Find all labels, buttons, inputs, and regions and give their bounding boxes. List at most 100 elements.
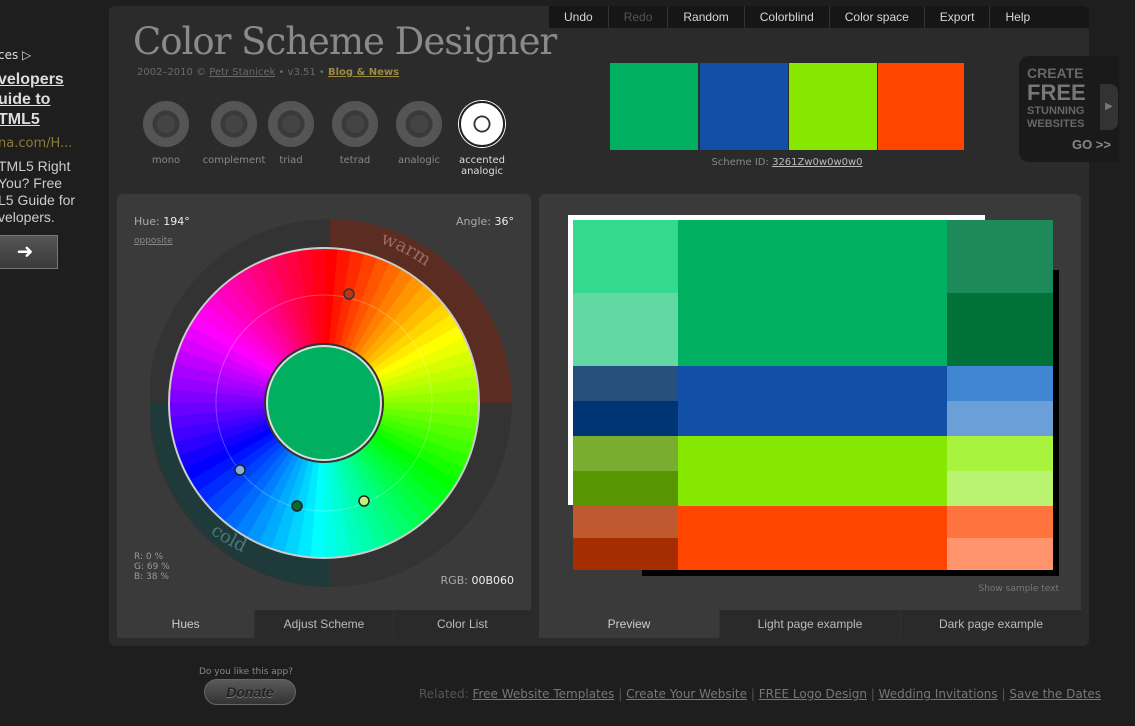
preview-shade[interactable] — [947, 220, 1053, 293]
hue-segment[interactable] — [169, 401, 265, 417]
hue-segment[interactable] — [354, 268, 415, 355]
hue-segment[interactable] — [205, 292, 282, 365]
hue-segment[interactable] — [182, 427, 273, 481]
hue-segment[interactable] — [204, 441, 282, 513]
hue-segment[interactable] — [183, 324, 273, 378]
hue-segment[interactable] — [246, 261, 300, 352]
hue-segment[interactable] — [257, 457, 304, 549]
ad-url[interactable]: na.com/H... — [0, 136, 73, 151]
preview-shade[interactable] — [573, 471, 678, 506]
hue-segment[interactable] — [378, 423, 470, 470]
hue-segment[interactable] — [369, 437, 451, 504]
side-tab-toggle[interactable]: ▶ — [1100, 84, 1118, 130]
menu-redo[interactable]: Redo — [609, 6, 669, 28]
preview-shade[interactable] — [947, 293, 1053, 366]
scheme-accented-analogic[interactable]: accented analogic — [447, 101, 517, 177]
hue-segment[interactable] — [233, 451, 294, 538]
hue-segment[interactable] — [362, 284, 435, 361]
swatch-secondary-a[interactable] — [700, 63, 788, 150]
preview-shade[interactable] — [573, 293, 678, 366]
menu-colorblind[interactable]: Colorblind — [745, 6, 830, 28]
hue-segment[interactable] — [178, 336, 270, 383]
hue-segment[interactable] — [223, 448, 290, 530]
hue-segment[interactable] — [348, 454, 402, 545]
swatch-secondary-b[interactable] — [789, 63, 877, 150]
preview-shade[interactable] — [947, 401, 1053, 436]
tab-hues[interactable]: Hues — [117, 610, 255, 638]
footer-link[interactable]: Free Website Templates — [472, 687, 615, 701]
footer-link[interactable]: FREE Logo Design — [758, 687, 867, 701]
hue-segment[interactable] — [378, 337, 471, 384]
hue-segment[interactable] — [375, 325, 466, 379]
hue-segment[interactable] — [245, 454, 299, 544]
hue-segment[interactable] — [383, 403, 479, 419]
hue-segment[interactable] — [270, 252, 310, 347]
hue-segment[interactable] — [197, 302, 279, 369]
hue-segment[interactable] — [353, 452, 413, 539]
ad-go-button[interactable]: ➜ — [0, 235, 58, 269]
hue-segment[interactable] — [269, 459, 309, 553]
swatch-primary[interactable] — [610, 63, 698, 150]
hue-ring[interactable] — [168, 247, 480, 559]
tab-dark-page-example[interactable]: Dark page example — [900, 610, 1081, 638]
wheel-handle-accent[interactable] — [358, 495, 370, 507]
scheme-id-link[interactable]: 3261Zw0w0w0w0 — [772, 157, 863, 168]
opposite-link[interactable]: opposite — [134, 236, 173, 246]
hue-segment[interactable] — [258, 256, 305, 349]
ad-source[interactable]: ces ▷ — [0, 48, 32, 62]
hue-segment[interactable] — [171, 412, 267, 444]
hue-segment[interactable] — [344, 257, 391, 349]
side-ad-go[interactable]: GO >> — [1071, 137, 1111, 152]
preview-shade[interactable] — [573, 401, 678, 436]
blog-link[interactable]: Blog & News — [327, 67, 400, 78]
hue-segment[interactable] — [357, 448, 424, 531]
preview-shade[interactable] — [573, 366, 678, 401]
hue-segment[interactable] — [375, 428, 465, 482]
footer-link[interactable]: Wedding Invitations — [878, 687, 998, 701]
hue-segment[interactable] — [338, 459, 378, 554]
hue-segment[interactable] — [333, 460, 365, 556]
scheme-complement[interactable]: complement — [194, 101, 274, 166]
hue-segment[interactable] — [224, 275, 291, 358]
scheme-analogic[interactable]: analogic — [384, 101, 454, 166]
show-sample-text[interactable]: Show sample text — [978, 584, 1060, 594]
preview-shade[interactable] — [573, 220, 678, 293]
wheel-handle-complement[interactable] — [343, 288, 355, 300]
preview-shade[interactable] — [947, 471, 1053, 506]
swatch-complement[interactable] — [878, 63, 964, 150]
hue-segment[interactable] — [380, 349, 475, 389]
footer-link[interactable]: Save the Dates — [1009, 687, 1102, 701]
hue-segment[interactable] — [283, 250, 315, 346]
hue-segment[interactable] — [369, 303, 452, 370]
author-link[interactable]: Petr Stanicek — [209, 67, 276, 78]
hue-segment[interactable] — [381, 362, 477, 394]
hue-segment[interactable] — [362, 445, 434, 523]
hue-segment[interactable] — [381, 413, 477, 445]
hue-segment[interactable] — [373, 314, 460, 374]
tab-color-list[interactable]: Color List — [392, 610, 531, 638]
hue-segment[interactable] — [324, 248, 340, 344]
wheel-handle-primary[interactable] — [291, 500, 303, 512]
menu-help[interactable]: Help — [1005, 10, 1031, 24]
menu-export[interactable]: Export — [925, 6, 991, 28]
preview-shade[interactable] — [573, 436, 678, 471]
hue-segment[interactable] — [310, 248, 326, 344]
color-wheel[interactable]: warm cold — [150, 213, 514, 587]
hue-segment[interactable] — [349, 262, 403, 352]
menu-random[interactable]: Random — [668, 6, 745, 28]
preview-shade[interactable] — [573, 506, 678, 538]
hue-segment[interactable] — [380, 418, 474, 458]
scheme-mono[interactable]: mono — [131, 101, 201, 166]
preview-shade[interactable] — [947, 506, 1053, 538]
footer-link[interactable]: Create Your Website — [626, 687, 748, 701]
hue-segment[interactable] — [322, 462, 338, 558]
hue-segment[interactable] — [177, 422, 270, 469]
hue-segment[interactable] — [188, 432, 275, 492]
preview-base-color[interactable] — [678, 220, 947, 366]
hue-segment[interactable] — [308, 462, 324, 558]
hue-segment[interactable] — [189, 312, 276, 373]
preview-shade[interactable] — [947, 436, 1053, 471]
hue-segment[interactable] — [171, 361, 267, 393]
hue-segment[interactable] — [173, 417, 268, 457]
hue-segment[interactable] — [383, 389, 479, 405]
